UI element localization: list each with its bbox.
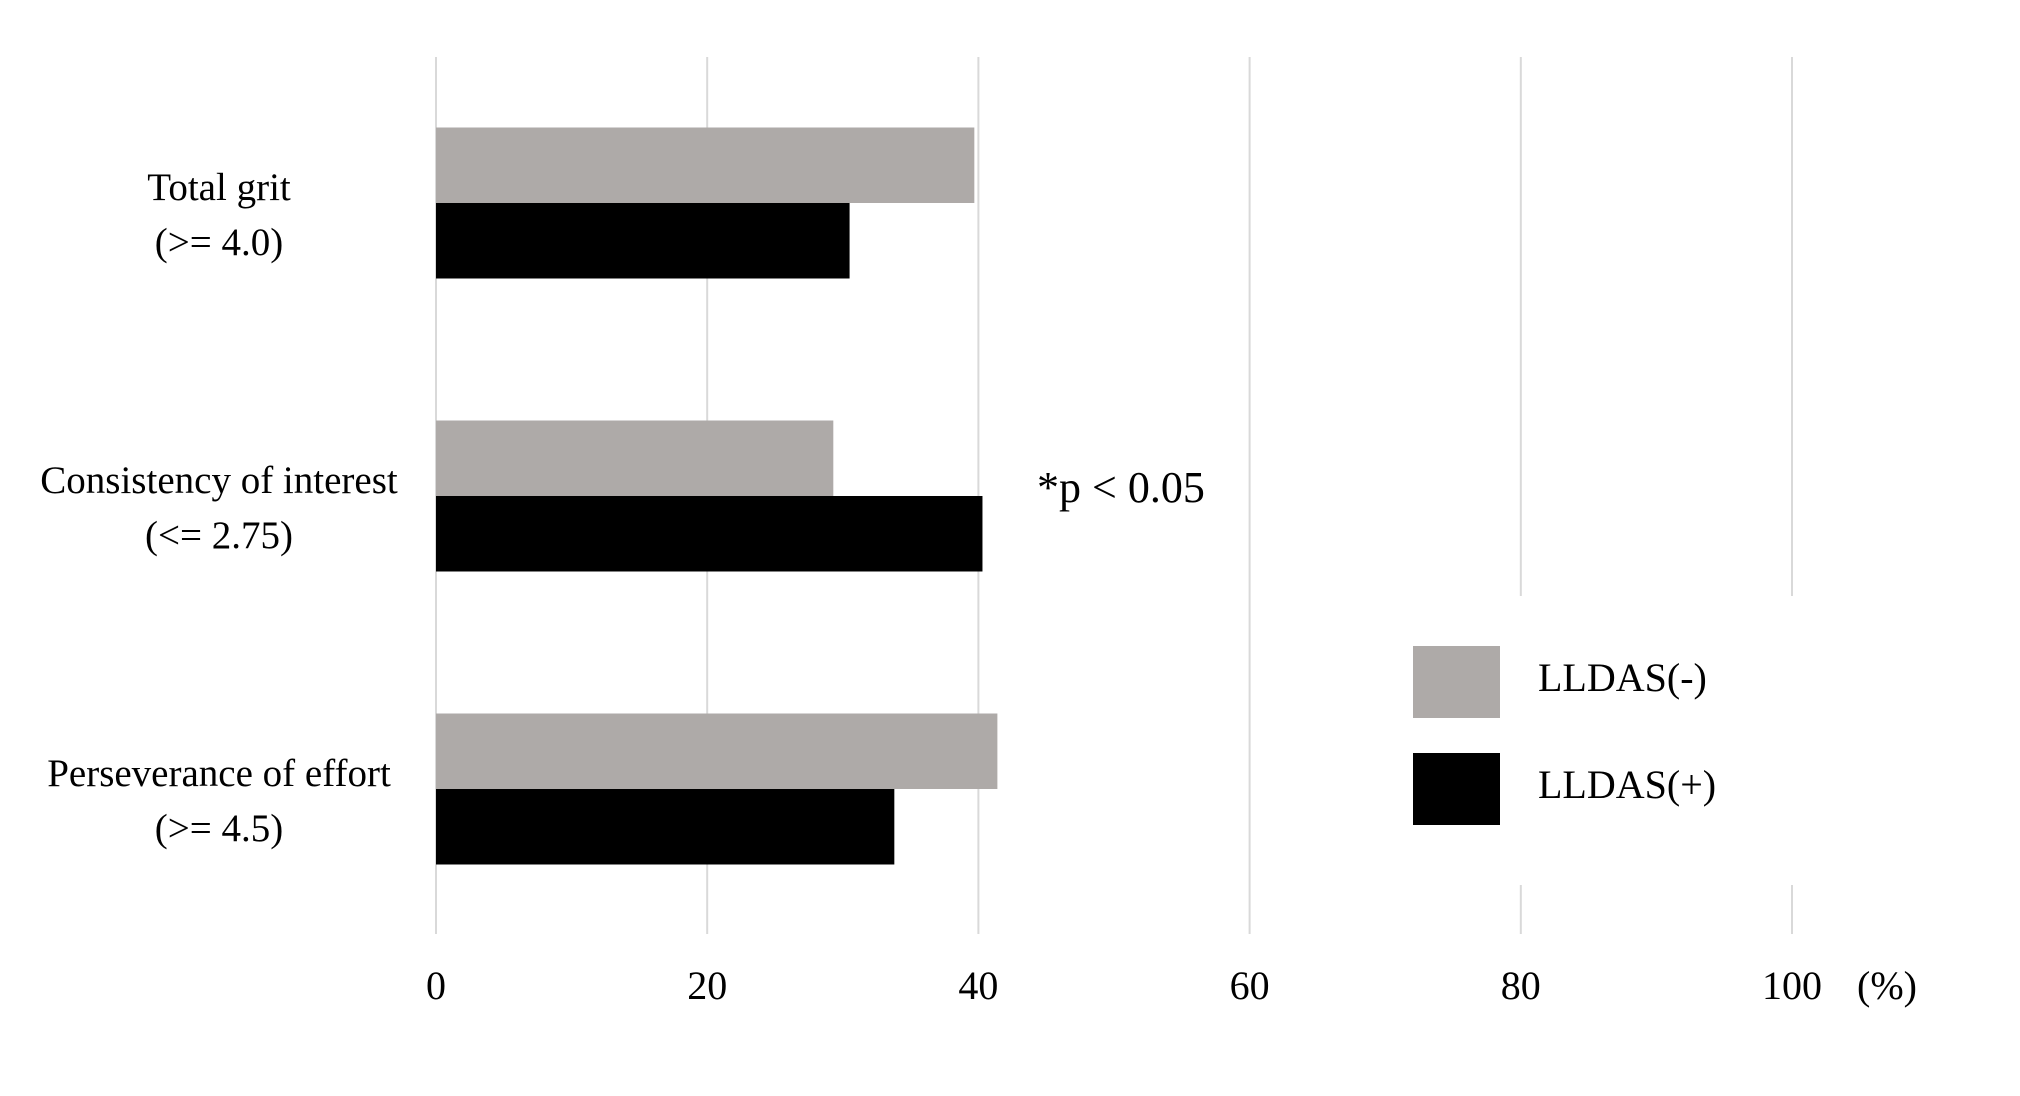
y-tick-label: (>= 4.0) — [155, 221, 283, 264]
x-axis-label: (%) — [1857, 963, 1917, 1008]
x-tick-label: 0 — [426, 963, 446, 1008]
x-tick-label: 100 — [1762, 963, 1822, 1008]
y-tick-label: Total grit — [147, 166, 291, 209]
x-tick-label: 40 — [958, 963, 998, 1008]
x-tick-label: 20 — [687, 963, 727, 1008]
bar — [436, 789, 895, 865]
legend-label: LLDAS(-) — [1538, 655, 1707, 700]
legend-marker — [1413, 646, 1500, 718]
bar — [436, 420, 834, 496]
bar — [436, 203, 850, 279]
y-tick-label: (<= 2.75) — [145, 514, 293, 557]
legend-background — [1380, 596, 1796, 885]
annotation: *p < 0.05 — [1037, 463, 1205, 512]
legend-label: LLDAS(+) — [1538, 762, 1716, 807]
y-tick-label: Consistency of interest — [40, 459, 398, 502]
y-tick-label: (>= 4.5) — [155, 807, 283, 850]
bar — [436, 713, 998, 789]
x-tick-label: 60 — [1230, 963, 1270, 1008]
legend-marker — [1413, 753, 1500, 825]
x-tick-label: 80 — [1501, 963, 1541, 1008]
bar — [436, 496, 983, 572]
bar — [436, 127, 975, 203]
y-tick-label: Perseverance of effort — [47, 752, 391, 795]
bars — [436, 127, 998, 865]
